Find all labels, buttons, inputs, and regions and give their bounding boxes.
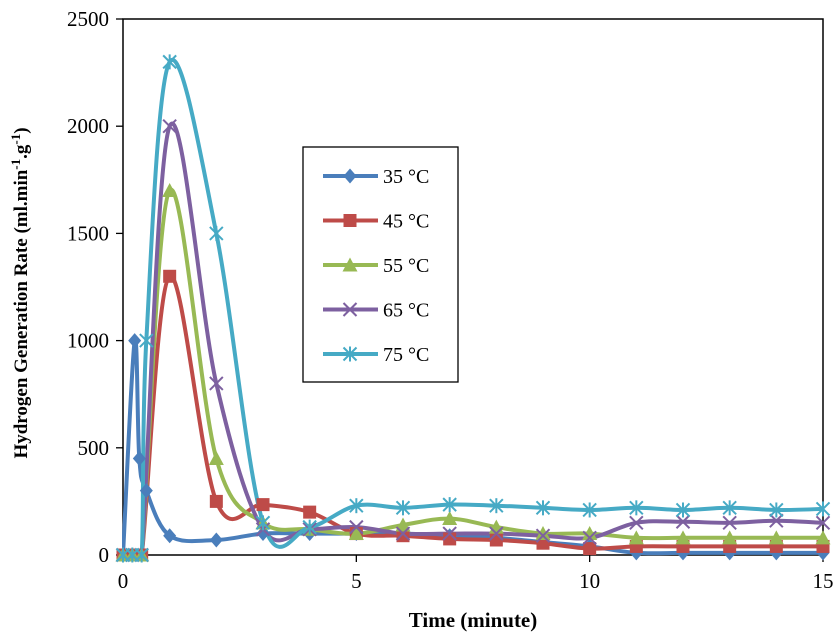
legend-marker: [342, 302, 358, 317]
legend-label: 45 °C: [383, 211, 429, 233]
legend-item: 65 °C: [323, 300, 429, 322]
legend-label: 35 °C: [383, 166, 429, 188]
data-point: [769, 513, 784, 528]
data-point: [128, 333, 142, 349]
data-point: [396, 529, 410, 543]
data-point: [722, 530, 738, 545]
data-point: [769, 502, 784, 518]
x-axis-title: Time (minute): [409, 608, 538, 632]
data-point: [675, 514, 691, 529]
data-point: [629, 515, 644, 531]
y-tick-label: 1500: [67, 221, 109, 245]
data-point: [722, 515, 737, 531]
series-line-4: [122, 121, 824, 556]
data-point: [132, 451, 146, 467]
data-point: [675, 530, 691, 545]
legend-marker: [342, 257, 358, 272]
data-point: [582, 526, 598, 541]
y-axis-title-end: ): [11, 127, 32, 133]
y-axis-title-sup1: -1: [8, 159, 23, 170]
y-axis-title-mid: .g: [11, 144, 32, 159]
data-point: [628, 530, 644, 545]
x-tick-label: 0: [118, 569, 129, 593]
data-point: [134, 547, 149, 563]
data-point: [256, 526, 270, 542]
data-point: [162, 118, 177, 134]
data-point: [768, 530, 784, 545]
data-point: [535, 500, 551, 516]
y-tick-label: 0: [99, 543, 110, 567]
data-point: [582, 530, 597, 546]
data-point: [489, 526, 504, 541]
data-point: [209, 376, 224, 391]
legend-label: 55 °C: [383, 255, 429, 277]
data-point: [209, 494, 223, 508]
data-point: [815, 530, 831, 545]
data-point: [722, 500, 737, 516]
data-point: [139, 483, 153, 499]
data-point: [256, 498, 270, 512]
legend-item: 75 °C: [323, 344, 429, 366]
data-point: [815, 515, 831, 531]
data-point: [583, 542, 597, 556]
data-point: [535, 526, 551, 541]
legend-item: 55 °C: [323, 255, 429, 277]
series-layer: [122, 57, 824, 556]
data-point: [163, 528, 177, 544]
data-point: [395, 517, 411, 532]
markers-layer: [115, 54, 831, 563]
data-point: [209, 225, 224, 241]
x-tick-label: 15: [813, 569, 833, 593]
data-point: [303, 505, 317, 519]
data-point: [489, 498, 504, 514]
data-point: [255, 515, 271, 531]
legend-label: 65 °C: [383, 300, 429, 322]
data-point: [675, 502, 691, 518]
legend-item: 45 °C: [323, 211, 429, 233]
legend-marker: [343, 168, 357, 184]
data-point: [349, 519, 364, 535]
data-point: [442, 511, 458, 526]
legend-marker: [343, 214, 357, 227]
data-point: [395, 526, 411, 541]
data-point: [348, 526, 364, 541]
y-tick-label: 2500: [67, 7, 109, 31]
data-point: [139, 333, 154, 349]
y-tick-label: 2000: [67, 114, 109, 138]
y-axis-title-sup2: -1: [8, 134, 23, 145]
data-point: [163, 269, 177, 283]
x-tick-label: 10: [579, 569, 600, 593]
data-point: [162, 183, 178, 198]
legend-label: 75 °C: [383, 344, 429, 366]
data-point: [302, 519, 317, 535]
y-tick-label: 1000: [67, 329, 109, 353]
data-point: [815, 501, 831, 517]
data-point: [629, 500, 644, 516]
data-point: [208, 451, 224, 466]
data-point: [535, 528, 551, 543]
data-point: [349, 498, 364, 514]
y-tick-label: 500: [78, 436, 110, 460]
data-point: [582, 502, 597, 518]
legend-item: 35 °C: [323, 166, 429, 188]
y-axis-title: Hydrogen Generation Rate (ml.min-1.g-1): [8, 127, 32, 458]
plot-frame: [122, 18, 824, 556]
y-axis-title-main: Hydrogen Generation Rate (ml.min: [11, 169, 32, 458]
data-point: [442, 526, 457, 541]
data-point: [395, 500, 411, 516]
data-point: [162, 54, 177, 70]
data-point: [442, 497, 457, 513]
data-point: [489, 533, 503, 547]
legend: 35 °C 45 °C 55 °C 65 °C 75 °C: [302, 146, 459, 383]
x-tick-label: 5: [351, 569, 362, 593]
legend-marker: [342, 346, 358, 362]
data-point: [209, 532, 223, 548]
